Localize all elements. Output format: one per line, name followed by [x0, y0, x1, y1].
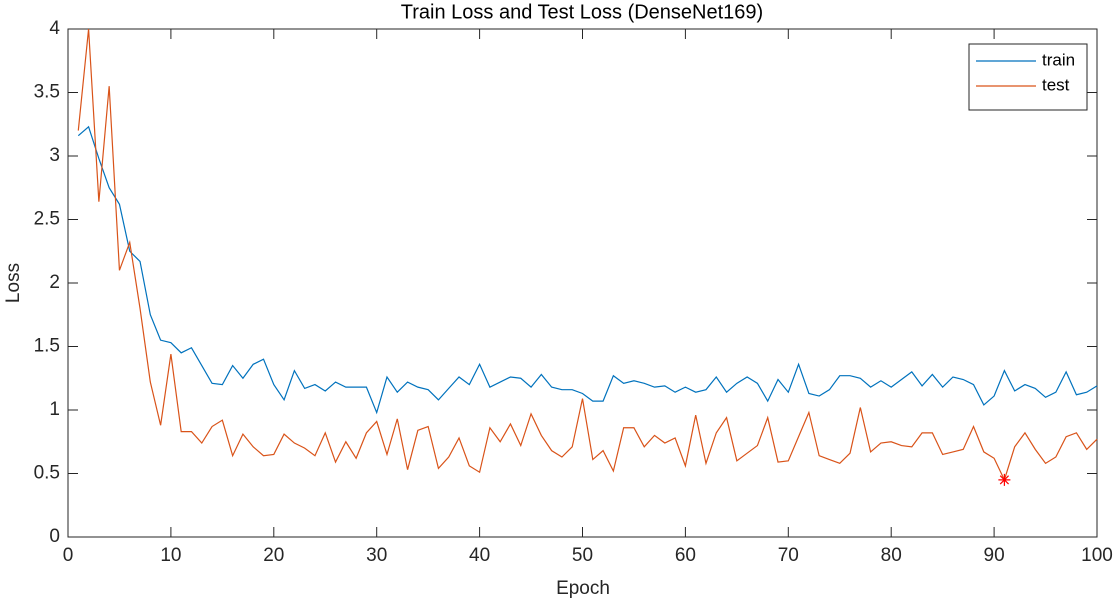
chart-title: Train Loss and Test Loss (DenseNet169) — [401, 1, 763, 23]
x-tick-label: 60 — [675, 545, 696, 566]
x-tick-label: 90 — [984, 545, 1005, 566]
y-tick-label: 3 — [49, 145, 60, 166]
x-tick-label: 20 — [263, 545, 284, 566]
x-tick-label: 100 — [1081, 545, 1113, 566]
y-tick-label: 3.5 — [34, 82, 60, 103]
x-tick-label: 0 — [63, 545, 74, 566]
legend-box — [968, 43, 1088, 111]
x-tick-label: 80 — [881, 545, 902, 566]
x-tick-label: 50 — [572, 545, 593, 566]
x-tick-label: 40 — [469, 545, 490, 566]
y-tick-label: 1 — [49, 399, 60, 420]
x-tick-label: 30 — [366, 545, 387, 566]
legend-label: train — [1042, 50, 1075, 69]
y-tick-label: 2 — [49, 272, 60, 293]
best-point-marker — [998, 473, 1011, 486]
x-tick-label: 10 — [160, 545, 181, 566]
y-tick-label: 0.5 — [34, 463, 60, 484]
series-line — [77, 28, 1098, 482]
y-tick-label: 2.5 — [34, 209, 60, 230]
y-tick-label: 1.5 — [34, 336, 60, 357]
series-line — [77, 125, 1098, 415]
y-tick-label: 0 — [49, 526, 60, 547]
y-axis-label: Loss — [3, 263, 24, 303]
x-tick-label: 70 — [778, 545, 799, 566]
plot-frame — [67, 28, 1098, 538]
x-axis-label: Epoch — [556, 578, 610, 599]
y-tick-label: 4 — [49, 18, 60, 39]
legend-label: test — [1042, 75, 1070, 94]
